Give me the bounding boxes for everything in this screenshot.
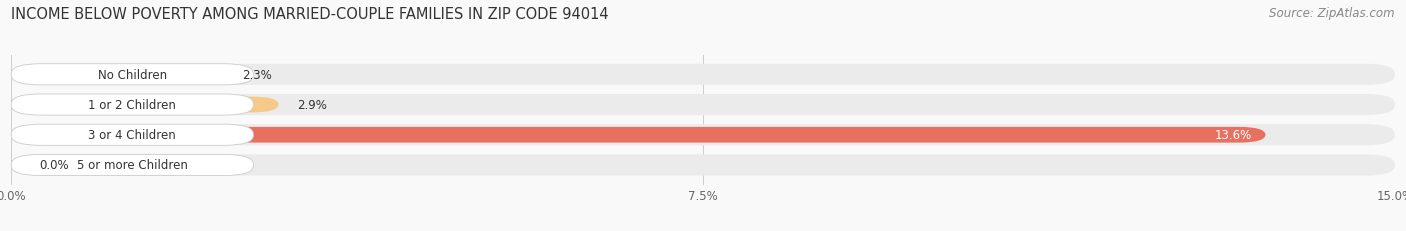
- FancyBboxPatch shape: [11, 155, 1395, 176]
- Text: 5 or more Children: 5 or more Children: [77, 159, 188, 172]
- Text: 3 or 4 Children: 3 or 4 Children: [89, 129, 176, 142]
- Text: 1 or 2 Children: 1 or 2 Children: [89, 99, 176, 112]
- FancyBboxPatch shape: [11, 155, 253, 176]
- Text: No Children: No Children: [98, 69, 167, 82]
- FancyBboxPatch shape: [11, 127, 1265, 143]
- FancyBboxPatch shape: [11, 125, 1395, 146]
- Text: 2.3%: 2.3%: [242, 69, 271, 82]
- FancyBboxPatch shape: [11, 94, 253, 116]
- FancyBboxPatch shape: [11, 125, 253, 146]
- Text: INCOME BELOW POVERTY AMONG MARRIED-COUPLE FAMILIES IN ZIP CODE 94014: INCOME BELOW POVERTY AMONG MARRIED-COUPL…: [11, 7, 609, 22]
- Text: Source: ZipAtlas.com: Source: ZipAtlas.com: [1270, 7, 1395, 20]
- FancyBboxPatch shape: [11, 64, 253, 85]
- Text: 2.9%: 2.9%: [297, 99, 328, 112]
- Text: 13.6%: 13.6%: [1215, 129, 1251, 142]
- FancyBboxPatch shape: [11, 97, 278, 113]
- FancyBboxPatch shape: [11, 94, 1395, 116]
- Text: 0.0%: 0.0%: [39, 159, 69, 172]
- FancyBboxPatch shape: [11, 64, 1395, 85]
- FancyBboxPatch shape: [11, 67, 224, 83]
